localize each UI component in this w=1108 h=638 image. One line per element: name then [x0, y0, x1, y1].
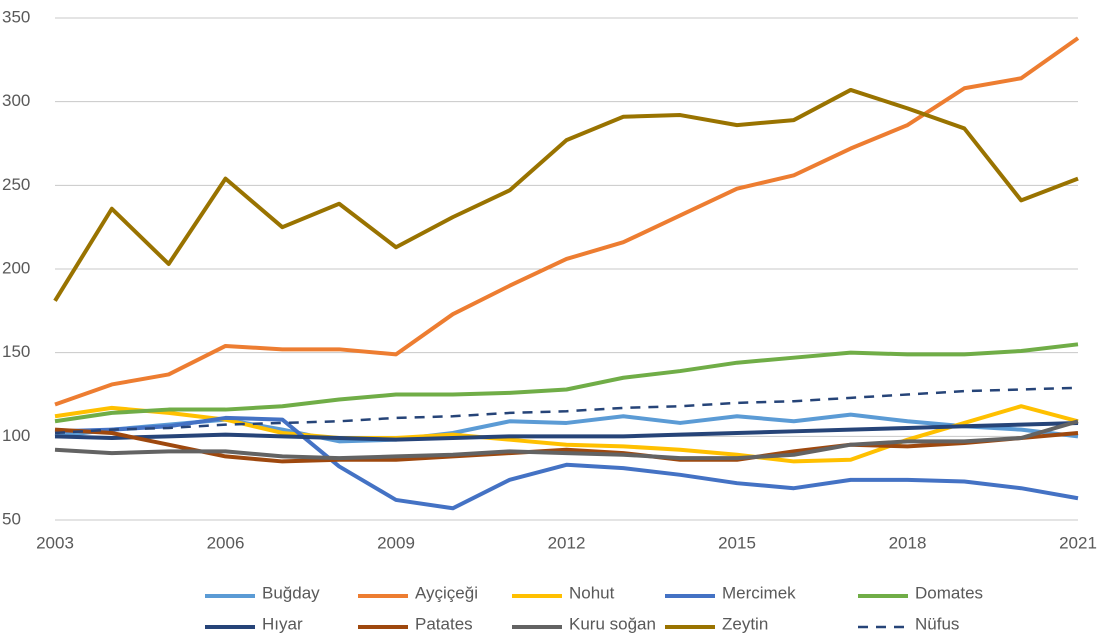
- series-line: [54, 415, 1079, 511]
- legend-label: Nohut: [569, 583, 615, 602]
- legend-label: Nüfus: [915, 614, 959, 633]
- legend-label: Patates: [415, 614, 473, 633]
- x-tick-label: 2012: [548, 533, 586, 552]
- y-tick-label: 100: [2, 426, 30, 445]
- x-tick-label: 2018: [889, 533, 927, 552]
- legend-label: Buğday: [262, 583, 320, 602]
- series-line: [54, 342, 1079, 424]
- x-tick-label: 2015: [718, 533, 756, 552]
- legend-label: Hıyar: [262, 614, 303, 633]
- x-tick-label: 2006: [207, 533, 245, 552]
- x-tick-label: 2021: [1059, 533, 1097, 552]
- series-line: [54, 36, 1080, 407]
- series-line: [54, 427, 1079, 464]
- legend-label: Domates: [915, 583, 983, 602]
- x-tick-label: 2009: [377, 533, 415, 552]
- legend-label: Kuru soğan: [569, 614, 656, 633]
- y-tick-label: 50: [2, 509, 21, 528]
- x-tick-label: 2003: [36, 533, 74, 552]
- y-tick-label: 200: [2, 258, 30, 277]
- y-tick-label: 300: [2, 91, 30, 110]
- series-line: [53, 87, 1079, 302]
- series-line: [54, 419, 1079, 461]
- legend-label: Ayçiçeği: [415, 583, 478, 602]
- y-tick-label: 150: [2, 342, 30, 361]
- legend-label: Zeytin: [722, 614, 768, 633]
- series-line: [54, 420, 1079, 442]
- y-tick-label: 250: [2, 175, 30, 194]
- y-tick-label: 350: [2, 7, 30, 26]
- series-line: [54, 386, 1079, 435]
- legend-label: Mercimek: [722, 583, 796, 602]
